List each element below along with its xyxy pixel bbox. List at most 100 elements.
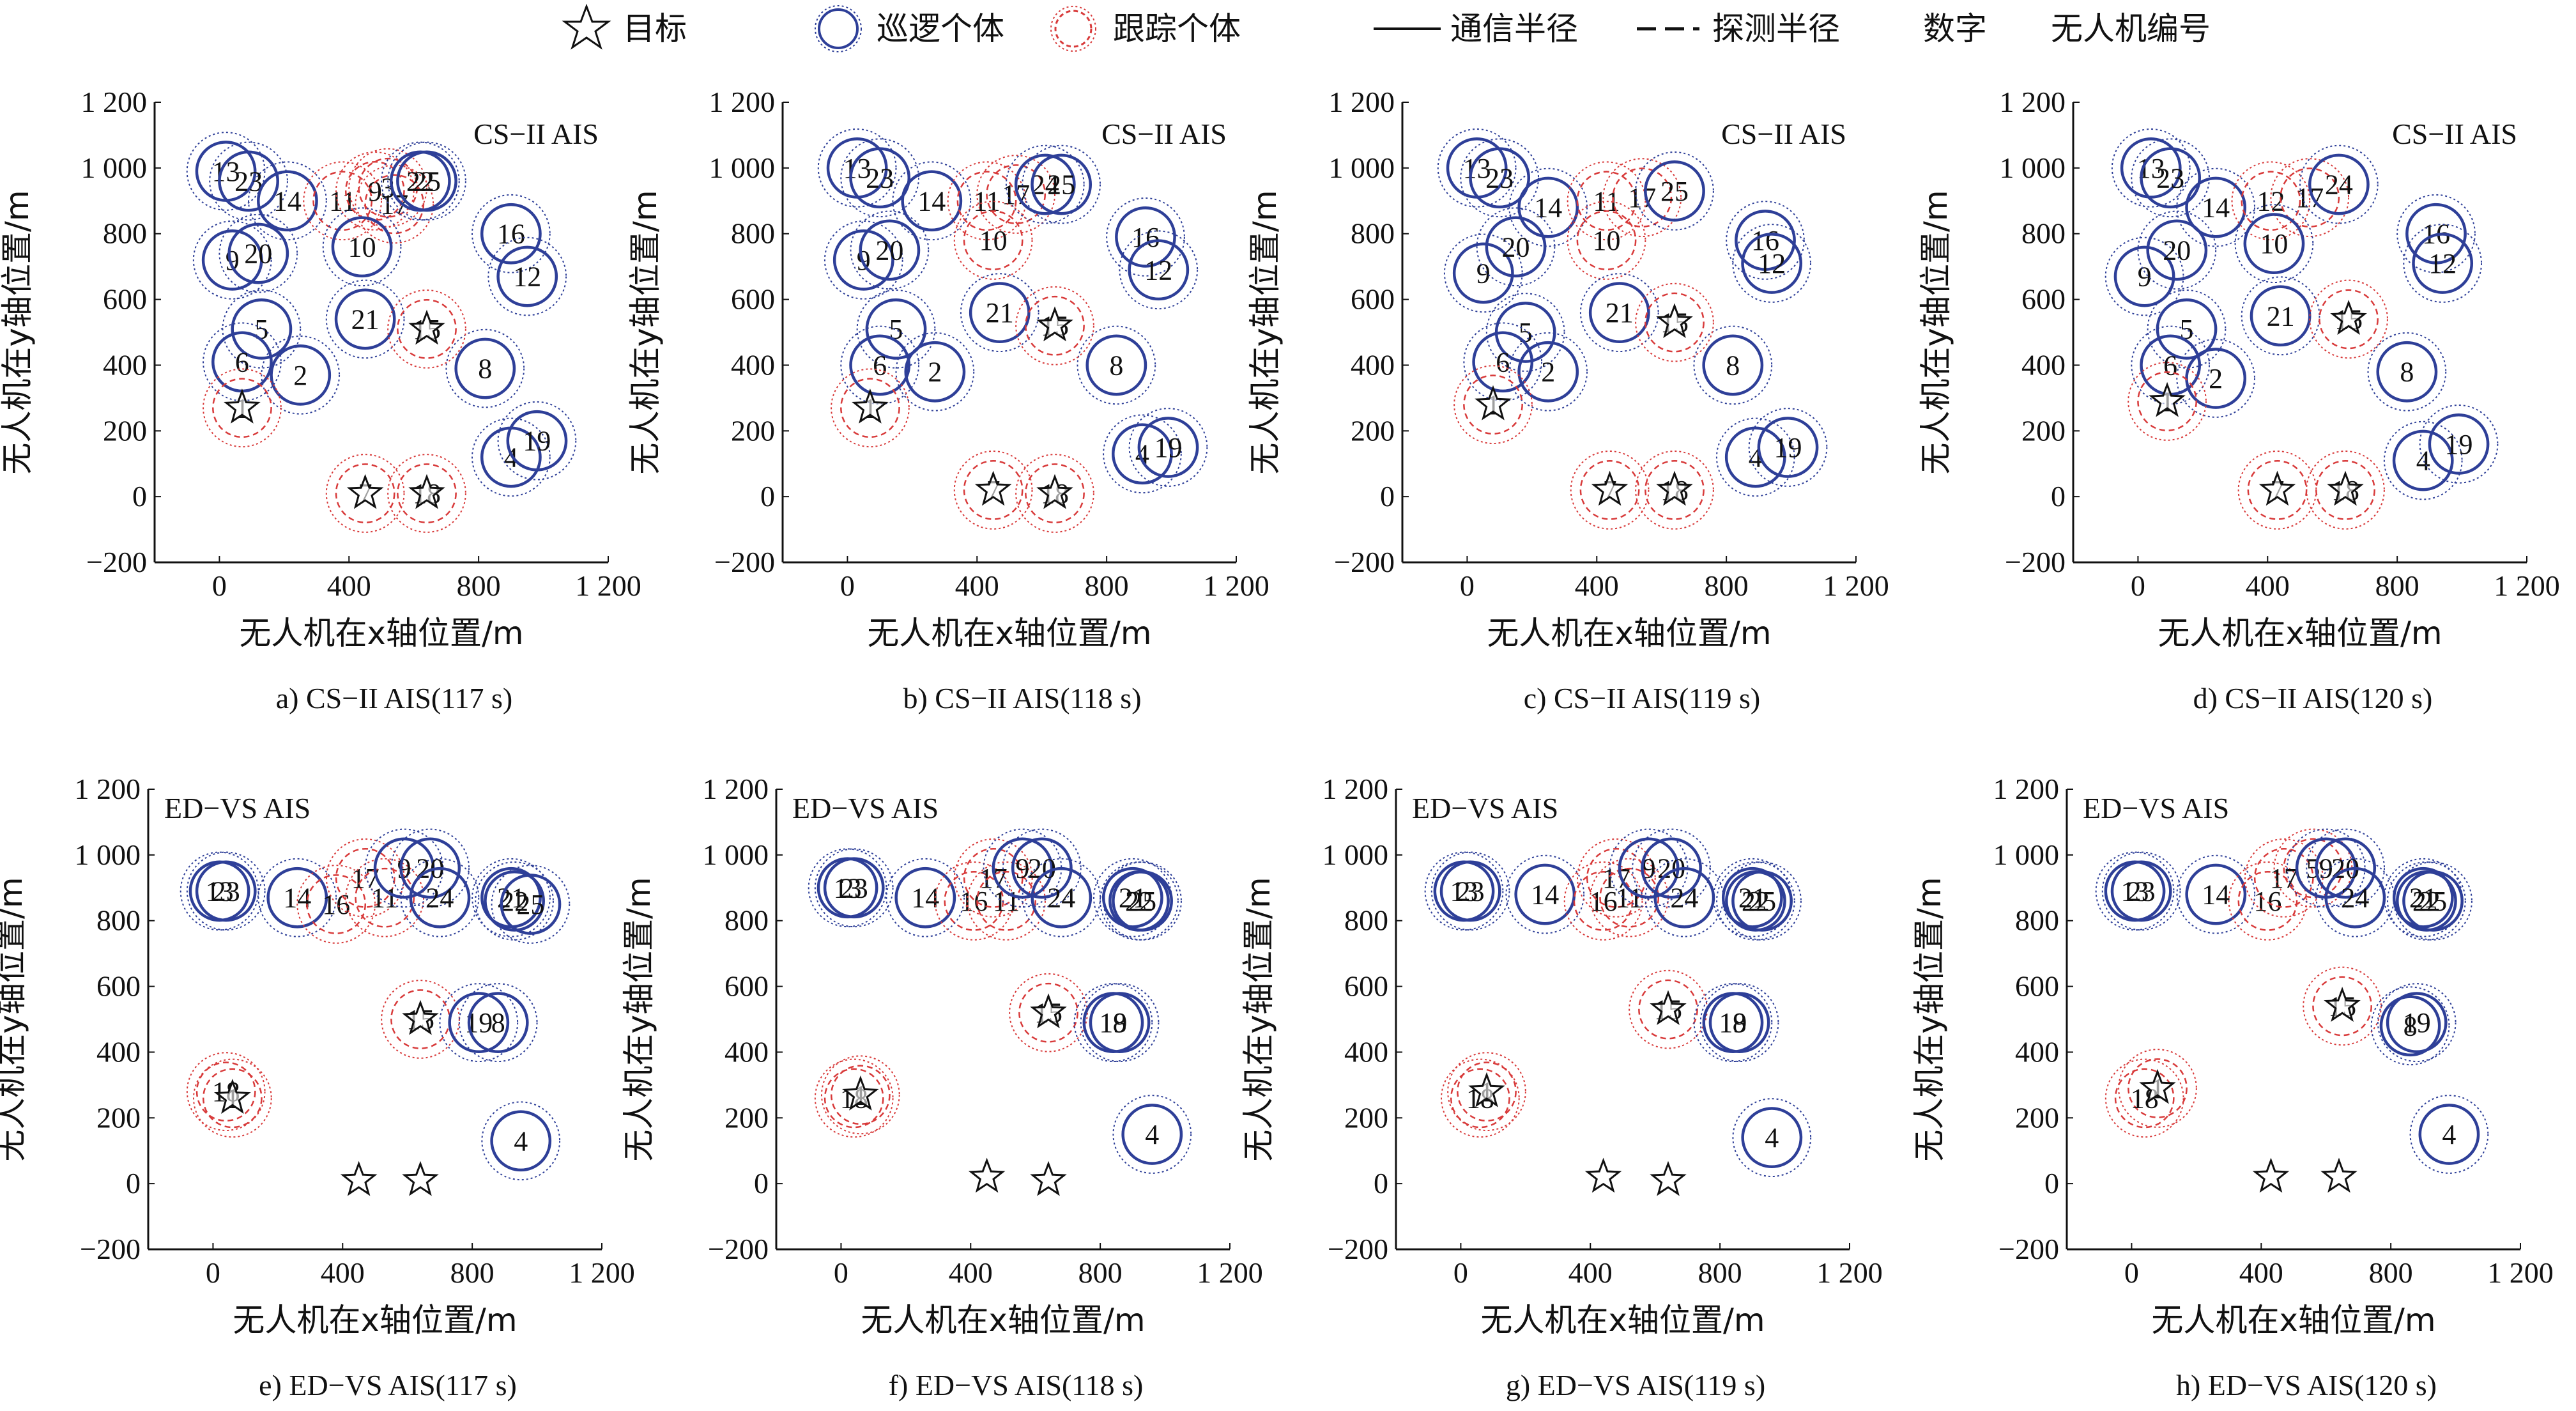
y-tick-label: 200 bbox=[2021, 414, 2066, 447]
tracking-detect-circle bbox=[1573, 870, 1634, 931]
y-tick-label: 0 bbox=[126, 1167, 141, 1199]
y-tick-label: 0 bbox=[132, 480, 147, 513]
legend-target-label: 目标 bbox=[623, 10, 687, 47]
uav-number-label: 23 bbox=[212, 875, 240, 907]
uav-patrol: 2 bbox=[895, 332, 975, 412]
tracking-comm-circle bbox=[1441, 1058, 1520, 1138]
patrol-comm-circle bbox=[2241, 276, 2320, 356]
tracking-detect-circle bbox=[1612, 167, 1673, 228]
y-tick-label: 800 bbox=[731, 217, 775, 250]
patrol-comm-circle bbox=[203, 322, 282, 402]
patrol-detect-circle bbox=[832, 229, 894, 291]
y-tick-label: 1 200 bbox=[709, 86, 776, 118]
x-tick-label: 400 bbox=[949, 1256, 993, 1289]
patrol-detect-circle bbox=[201, 229, 263, 291]
tracking-comm-circle bbox=[1635, 282, 1714, 362]
uav-number-label: 2 bbox=[293, 360, 307, 391]
patrol-detect-circle bbox=[490, 1110, 552, 1172]
uav-number-label: 14 bbox=[2202, 879, 2230, 911]
patrol-comm-circle bbox=[248, 161, 327, 241]
target-star-icon bbox=[214, 1079, 251, 1114]
patrol-comm-circle bbox=[1460, 138, 1539, 218]
patrol-detect-circle bbox=[1472, 331, 1534, 393]
uav-number-label: 20 bbox=[1502, 231, 1530, 263]
uav-number-label: 11 bbox=[1616, 883, 1643, 914]
uav-patrol: 2 bbox=[2176, 339, 2255, 418]
uav-patrol: 25 bbox=[2393, 861, 2472, 941]
tracking-comm-circle bbox=[2228, 861, 2308, 941]
tracking-detect-circle bbox=[963, 459, 1023, 520]
patrol-detect-circle bbox=[1708, 992, 1770, 1054]
tracking-comm-circle bbox=[1567, 201, 1646, 280]
uav-patrol: 21 bbox=[1579, 273, 1659, 352]
target-star-icon bbox=[2139, 1068, 2176, 1104]
uav-number-label: 4 bbox=[2416, 445, 2430, 477]
y-tick-label: 200 bbox=[1351, 414, 1395, 447]
x-tick-label: 1 200 bbox=[2487, 1256, 2554, 1289]
uav-patrol: 20 bbox=[850, 210, 930, 290]
tracking-comm-circle bbox=[2237, 451, 2317, 530]
uav-number-label: 11 bbox=[371, 883, 398, 914]
target-star-icon bbox=[562, 3, 611, 50]
uav-patrol: 23 bbox=[2101, 851, 2181, 931]
patrol-detect-circle bbox=[2315, 837, 2377, 899]
patrol-comm-circle bbox=[471, 194, 551, 274]
uav-number-label: 23 bbox=[866, 162, 894, 194]
y-tick-label: 600 bbox=[1351, 283, 1395, 316]
tracking-comm-circle bbox=[1015, 454, 1094, 533]
tracking-detect-circle bbox=[956, 171, 1017, 231]
patrol-comm-circle bbox=[808, 848, 887, 928]
target-star-icon bbox=[968, 1157, 1006, 1193]
target-star-icon bbox=[1475, 385, 1512, 420]
tracking-comm-circle bbox=[1563, 861, 1643, 941]
tracking-comm-circle bbox=[976, 155, 1055, 234]
tracking-comm-circle bbox=[1453, 365, 1533, 445]
y-tick-label: 400 bbox=[724, 1035, 769, 1068]
y-tick-label: 1 000 bbox=[709, 151, 776, 184]
uav-number-label: 10 bbox=[1593, 225, 1621, 256]
patrol-detect-circle bbox=[496, 245, 558, 307]
target-star-icon bbox=[1656, 470, 1693, 506]
uav-patrol: 23 bbox=[209, 141, 288, 221]
uav-number-label: 24 bbox=[425, 883, 454, 914]
uav-patrol: 23 bbox=[1460, 138, 1539, 218]
legend: 目标 巡逻个体 跟踪个体 通信半径 探测半径 数字 无人机编号 bbox=[562, 3, 2211, 52]
uav-patrol: 24 bbox=[400, 858, 480, 937]
patrol-comm-circle bbox=[2367, 332, 2447, 412]
target-star-icon bbox=[408, 474, 445, 509]
tracking-detect-circle bbox=[335, 847, 395, 908]
uav-number-label: 8 bbox=[1109, 350, 1123, 381]
tracking-detect-circle bbox=[2128, 1058, 2188, 1118]
uav-number-label: 5 bbox=[889, 314, 903, 345]
uav-number-label: 2 bbox=[1541, 357, 1555, 388]
target-star-icon bbox=[1584, 1157, 1622, 1193]
patrol-detect-circle bbox=[2185, 348, 2247, 409]
tracking-circle-icon bbox=[1054, 10, 1092, 48]
uav-patrol: 25 bbox=[1022, 144, 1101, 224]
patrol-detect-circle bbox=[1517, 176, 1579, 238]
y-tick-label: 600 bbox=[731, 283, 775, 316]
patrol-detect-circle bbox=[2146, 219, 2208, 281]
uav-number-label: 25 bbox=[516, 889, 544, 920]
patrol-comm-circle bbox=[856, 289, 936, 369]
patrol-detect-circle bbox=[1089, 992, 1151, 1054]
uav-number-label: 8 bbox=[478, 353, 492, 385]
uav-number-label: 24 bbox=[1031, 169, 1059, 201]
x-tick-label: 0 bbox=[212, 569, 227, 602]
patrol-comm-circle bbox=[322, 207, 402, 287]
uav-patrol: 25 bbox=[491, 865, 571, 944]
uav-patrol: 19 bbox=[497, 401, 577, 481]
patrol-comm-circle bbox=[2137, 210, 2217, 290]
patrol-comm-circle bbox=[1080, 983, 1160, 1062]
patrol-detect-circle bbox=[2392, 429, 2454, 491]
target-star-icon bbox=[1036, 474, 1073, 509]
tracking-comm-circle bbox=[2270, 158, 2350, 237]
patrol-detect-circle bbox=[454, 337, 516, 399]
legend-patrol-label: 巡逻个体 bbox=[877, 10, 1004, 47]
uav-number-label: 25 bbox=[413, 166, 441, 197]
patrol-comm-circle bbox=[381, 141, 460, 221]
patrol-detect-circle bbox=[1741, 233, 1803, 294]
chart-panel-6: −200 0 200 400 600 800 1 000 1 200 0 400 800 1 200 无… bbox=[620, 773, 1263, 1401]
patrol-detect-circle bbox=[1588, 282, 1650, 344]
